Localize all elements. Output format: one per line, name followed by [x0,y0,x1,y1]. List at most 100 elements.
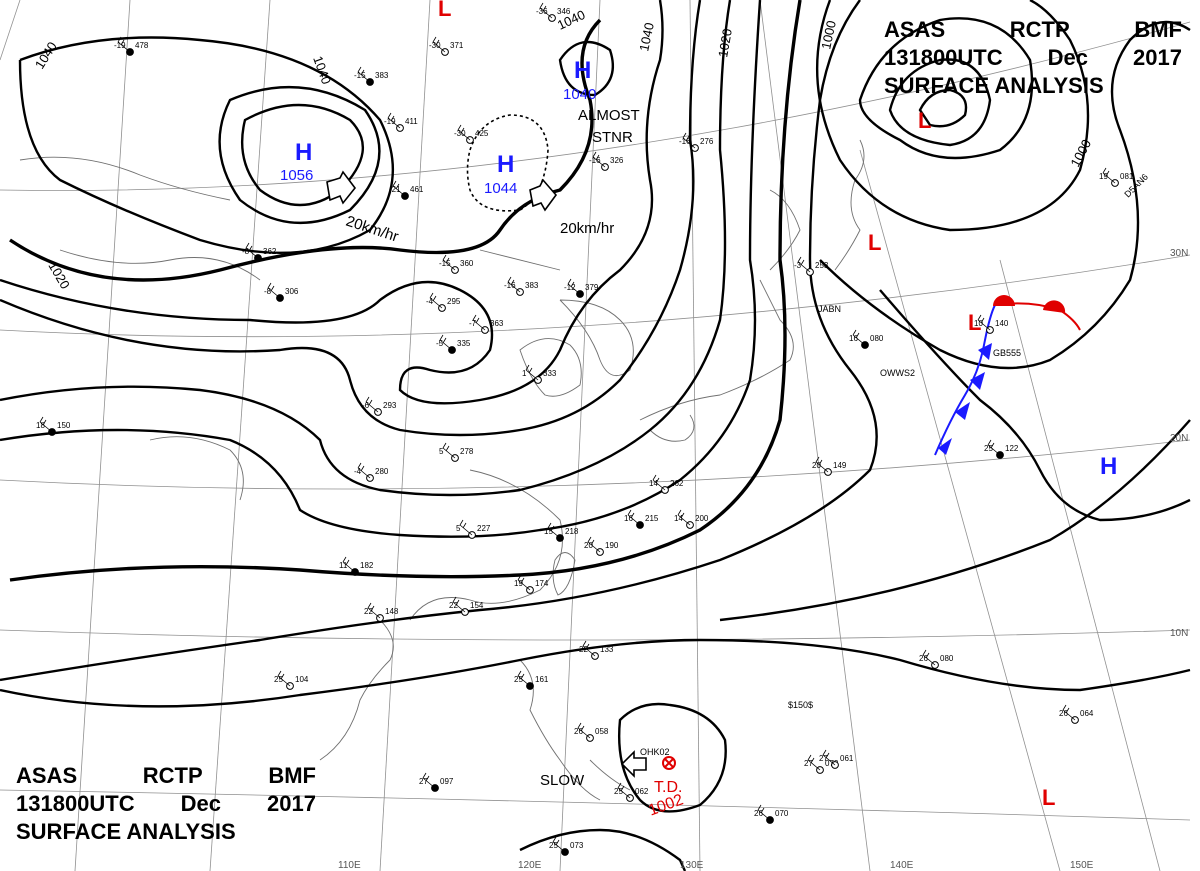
station-pressure: 461 [410,185,424,194]
wind-barb-icon [342,556,356,573]
station-temperature: -30 [429,41,441,50]
wind-barb-icon [922,649,936,666]
station-temperature: 20 [584,541,593,550]
movement-speed: 20km/hr [560,220,614,237]
wind-barb-icon [392,180,406,197]
station-pressure: 064 [1080,709,1094,718]
station-temperature: -12 [564,283,576,292]
high-symbol: H [497,151,514,178]
station-temperature: -8 [264,287,272,296]
station-pressure: 280 [375,467,389,476]
isobar-1012-east [719,419,1191,622]
station-pressure: 379 [585,283,599,292]
station-plot: -16 326 [589,151,624,171]
station-temperature: 11 [339,561,348,570]
wind-barb-icon [267,282,281,299]
station-plot: -15 383 [354,66,389,86]
station-temperature: 27 [419,777,428,786]
wind-barb-icon [587,536,601,553]
station-pressure: 190 [605,541,619,550]
station-plot: -19 478 [114,36,149,56]
wind-barb-icon [757,804,771,821]
meridian-110e [209,0,271,871]
wind-barb-icon [429,292,443,309]
station-plot: 22 133 [579,640,614,660]
header-year: 2017 [267,791,316,816]
station-plot: -19 411 [384,112,418,132]
station-pressure: 227 [477,524,491,533]
station-plot: 25 073 [549,836,584,856]
station-plot: 5 278 [439,442,474,462]
station-temperature: -6 [362,401,370,410]
kamchatka-coast [834,139,865,271]
header-line-1: ASAS RCTP BMF [16,762,316,790]
station-plot: -15 360 [439,254,474,274]
station-temperature: 25 [614,787,623,796]
wind-barb-icon [432,36,446,53]
station-temperature: 15 [544,527,553,536]
high-centers: H 1056 H 1044 H 1040 H [280,57,1117,480]
station-temperature: 22 [364,607,373,616]
wind-barb-icon [442,254,456,271]
parallel-10n [0,629,1191,641]
header-line-1: ASAS RCTP BMF [884,16,1182,44]
meridian-90e [0,0,21,61]
japan-kyushu [649,414,695,442]
isobar-1020 [9,0,802,582]
station-id: OWWS2 [880,368,915,378]
station-pressure: 306 [285,287,299,296]
station-pressure: 080 [940,654,954,663]
latitude-label: 10N [1170,628,1188,639]
movement-status: STNR [592,129,633,146]
isobar-1012 [0,638,1191,708]
station-pressure: 293 [383,401,397,410]
station-temperature: 27 [804,759,813,768]
wind-barb-icon [592,151,606,168]
wind-barb-icon [517,670,531,687]
station-pressure: 070 [775,809,789,818]
station-plot: -6 293 [362,396,397,416]
meridian-150e [859,149,1061,871]
header-source: BMF [1134,17,1182,42]
station-plot: -36 346 [536,2,571,22]
station-temperature: -21 [389,185,401,194]
arrow-icon [326,170,357,205]
station-temperature: -4 [426,297,434,306]
station-pressure: 478 [135,41,149,50]
parallel-30n [0,254,1191,338]
station-temperature: -5 [436,339,444,348]
station-temperature: 22 [579,645,588,654]
longitude-label: 140E [890,860,914,871]
station-pressure: 133 [600,645,614,654]
isobar-high-2 [218,86,381,225]
station-temperature: -15 [439,259,451,268]
station-temperature: 19 [1099,172,1108,181]
station-pressure: 262 [670,479,684,488]
station-plot: -30 425 [454,124,489,144]
station-pressure: 182 [360,561,374,570]
station-plot: -12 379 [564,278,599,298]
philippines-coast [519,659,601,801]
station-pressure: 333 [543,369,557,378]
wind-barb-icon [815,456,829,473]
wind-barb-icon [457,124,471,141]
station-plots: -15 383 -30 371 -36 346 -19 478 -19 411 -30 425 -21 4… [36,2,1134,856]
station-plot: 10 140 [974,314,1009,334]
station-pressure: 411 [405,117,418,126]
station-plot: -16 276 [679,132,714,152]
header-station: RCTP [142,763,203,788]
station-pressure: 097 [440,777,454,786]
station-plot: 26 080 [919,649,954,669]
header-bottom: ASAS RCTP BMF 131800UTC Dec 2017 SURFACE… [16,762,316,846]
station-plot: -30 371 [429,36,464,56]
station-plot: 1 333 [522,364,557,384]
isobar-label: 1000 [818,19,839,50]
station-temperature: -36 [536,7,548,16]
station-plot: 20 190 [584,536,619,556]
station-temperature: 26 [1059,709,1068,718]
isobar-low-ring-1 [858,17,1034,160]
latitude-label: 20N [1170,433,1188,444]
station-temperature: -16 [504,281,516,290]
latitude-label: 30N [1170,248,1188,259]
